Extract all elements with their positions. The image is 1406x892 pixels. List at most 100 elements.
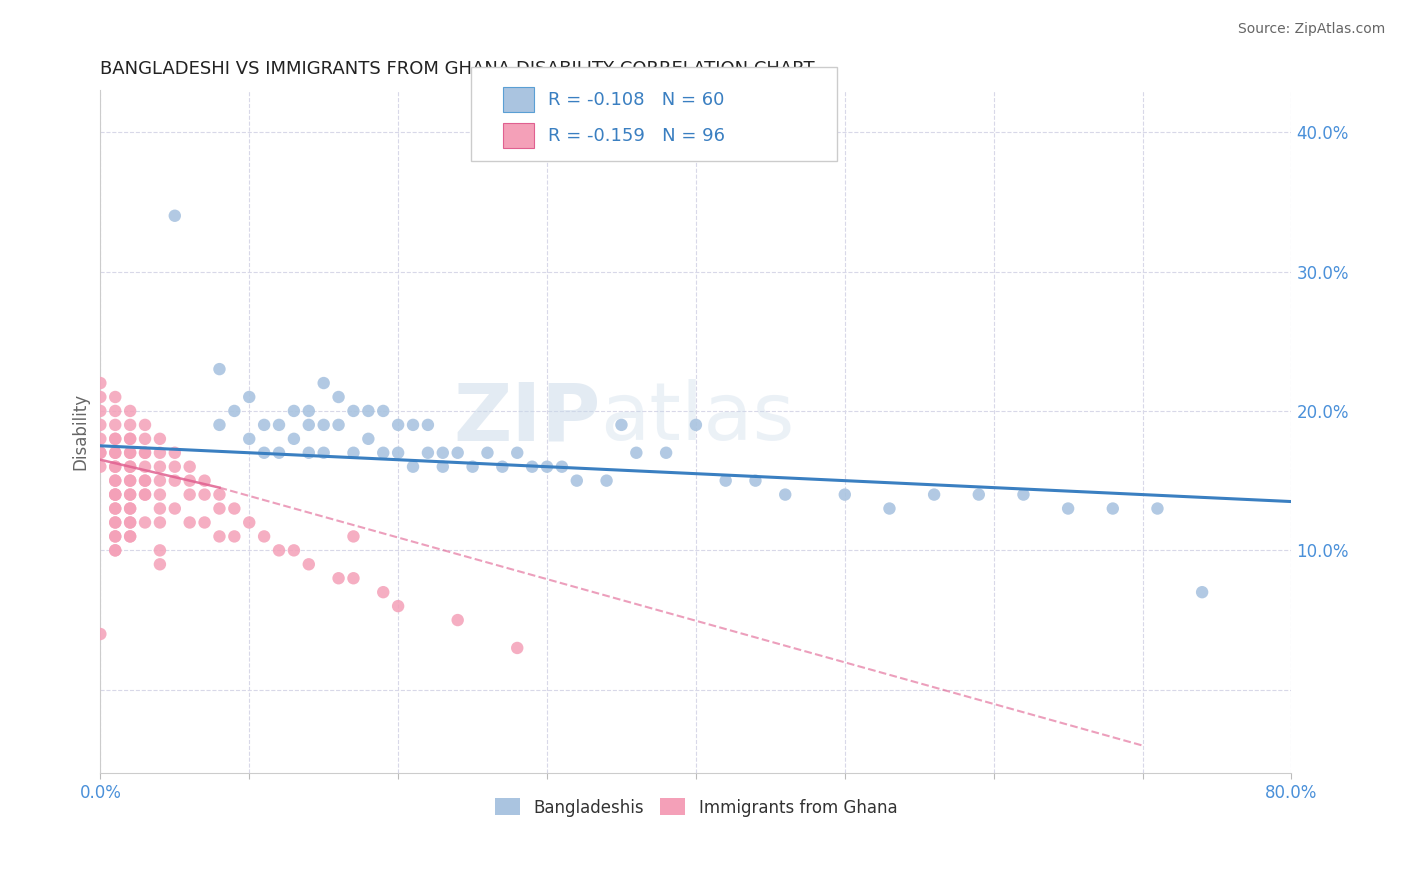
Point: [312, 376, 335, 390]
Point: [477, 446, 499, 460]
Point: [655, 446, 678, 460]
Point: [357, 432, 380, 446]
Legend: Bangladeshis, Immigrants from Ghana: Bangladeshis, Immigrants from Ghana: [488, 792, 904, 823]
Point: [1101, 501, 1123, 516]
Point: [224, 404, 246, 418]
Point: [120, 417, 142, 432]
Point: [134, 487, 156, 501]
Point: [179, 487, 201, 501]
Point: [120, 432, 142, 446]
Point: [283, 404, 305, 418]
Point: [491, 459, 513, 474]
Point: [1146, 501, 1168, 516]
Point: [312, 446, 335, 460]
Point: [253, 417, 276, 432]
Point: [120, 474, 142, 488]
Text: R = -0.159   N = 96: R = -0.159 N = 96: [548, 127, 725, 145]
Point: [551, 459, 574, 474]
Point: [134, 474, 156, 488]
Point: [328, 417, 350, 432]
Point: [1191, 585, 1213, 599]
Point: [238, 516, 260, 530]
Point: [104, 446, 127, 460]
Point: [461, 459, 484, 474]
Point: [834, 487, 856, 501]
Point: [104, 432, 127, 446]
Point: [104, 487, 127, 501]
Point: [134, 459, 156, 474]
Text: BANGLADESHI VS IMMIGRANTS FROM GHANA DISABILITY CORRELATION CHART: BANGLADESHI VS IMMIGRANTS FROM GHANA DIS…: [100, 60, 815, 78]
Point: [179, 474, 201, 488]
Point: [238, 432, 260, 446]
Text: Source: ZipAtlas.com: Source: ZipAtlas.com: [1237, 22, 1385, 37]
Point: [120, 529, 142, 543]
Point: [506, 446, 529, 460]
Point: [149, 558, 172, 572]
Point: [149, 543, 172, 558]
Text: atlas: atlas: [600, 379, 794, 458]
Point: [104, 474, 127, 488]
Point: [163, 501, 186, 516]
Point: [879, 501, 901, 516]
Point: [342, 404, 364, 418]
Point: [104, 487, 127, 501]
Point: [312, 417, 335, 432]
Point: [104, 501, 127, 516]
Point: [773, 487, 796, 501]
Point: [224, 501, 246, 516]
Point: [447, 613, 470, 627]
Point: [267, 417, 290, 432]
Point: [104, 529, 127, 543]
Point: [120, 487, 142, 501]
Point: [163, 459, 186, 474]
Point: [432, 459, 454, 474]
Point: [536, 459, 558, 474]
Point: [104, 390, 127, 404]
Point: [520, 459, 543, 474]
Point: [89, 432, 111, 446]
Point: [134, 487, 156, 501]
Point: [373, 446, 395, 460]
Point: [267, 446, 290, 460]
Point: [387, 599, 409, 614]
Point: [149, 501, 172, 516]
Point: [104, 516, 127, 530]
Point: [432, 446, 454, 460]
Point: [714, 474, 737, 488]
Point: [506, 640, 529, 655]
Point: [104, 543, 127, 558]
Point: [149, 432, 172, 446]
Point: [104, 404, 127, 418]
Point: [104, 501, 127, 516]
Point: [298, 558, 321, 572]
Point: [120, 446, 142, 460]
Point: [104, 487, 127, 501]
Point: [416, 417, 439, 432]
Point: [387, 417, 409, 432]
Point: [328, 571, 350, 585]
Point: [298, 446, 321, 460]
Point: [402, 459, 425, 474]
Point: [89, 376, 111, 390]
Point: [238, 390, 260, 404]
Point: [120, 446, 142, 460]
Point: [373, 404, 395, 418]
Point: [194, 487, 217, 501]
Point: [89, 446, 111, 460]
Point: [626, 446, 648, 460]
Point: [685, 417, 707, 432]
Point: [1057, 501, 1080, 516]
Point: [208, 417, 231, 432]
Point: [387, 446, 409, 460]
Point: [595, 474, 617, 488]
Point: [104, 516, 127, 530]
Point: [104, 474, 127, 488]
Point: [134, 432, 156, 446]
Point: [208, 529, 231, 543]
Point: [179, 459, 201, 474]
Point: [89, 446, 111, 460]
Point: [149, 446, 172, 460]
Point: [134, 446, 156, 460]
Y-axis label: Disability: Disability: [72, 393, 89, 470]
Point: [163, 446, 186, 460]
